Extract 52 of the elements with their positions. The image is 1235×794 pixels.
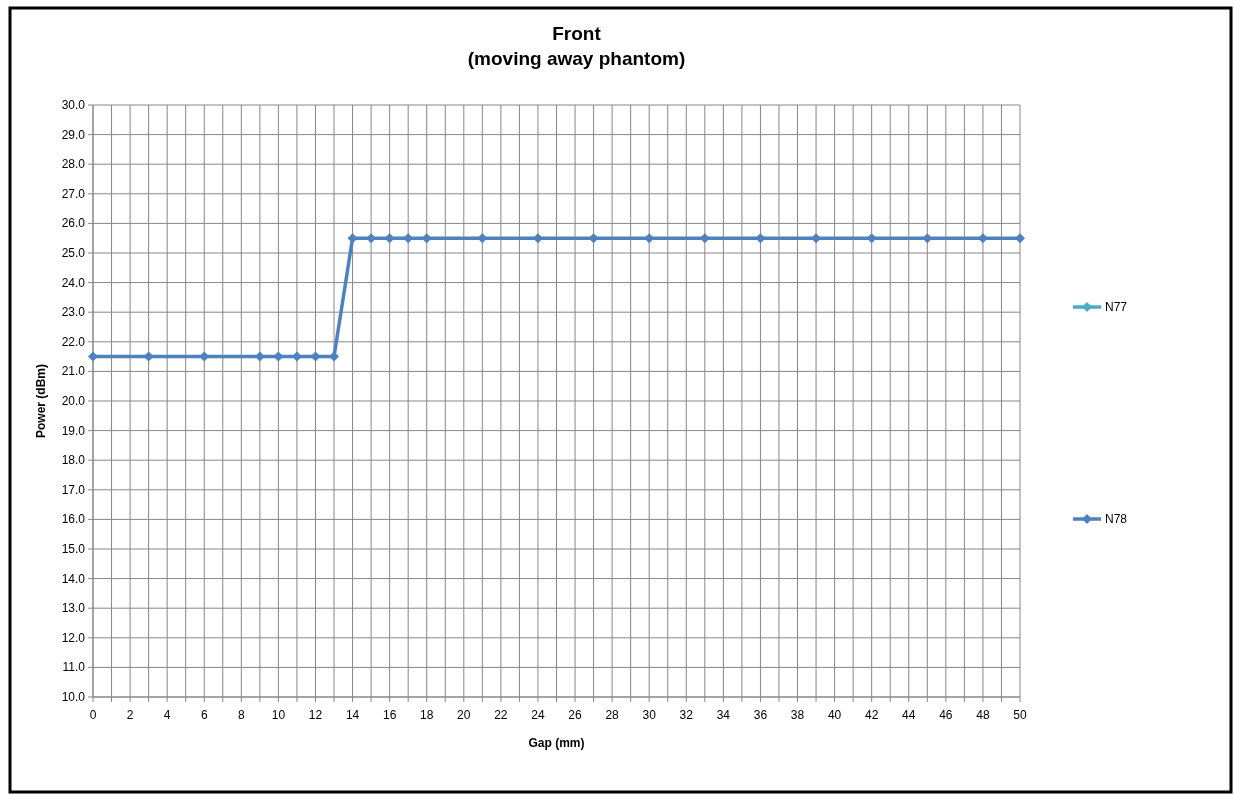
y-tick-label: 14.0 — [61, 571, 86, 586]
x-tick-label: 24 — [531, 708, 545, 722]
y-tick-label: 24.0 — [61, 275, 86, 290]
x-tick-label: 28 — [605, 708, 620, 722]
x-tick-label: 34 — [716, 708, 731, 722]
x-tick-label: 16 — [382, 708, 397, 722]
x-tick-label: 32 — [679, 708, 694, 722]
legend-label: N78 — [1105, 512, 1128, 526]
x-tick-label: 48 — [976, 708, 990, 722]
x-tick-label: 50 — [1013, 708, 1027, 722]
y-tick-label: 19.0 — [61, 423, 86, 438]
y-axis-title: Power (dBm) — [34, 363, 48, 439]
x-tick-label: 0 — [89, 708, 97, 722]
y-tick-label: 23.0 — [61, 305, 86, 320]
chart-title: Front (moving away phantom) — [467, 23, 686, 69]
y-tick-label: 30.0 — [61, 98, 86, 112]
y-tick-label: 29.0 — [61, 127, 86, 142]
y-tick-label: 18.0 — [61, 453, 86, 468]
legend-label: N77 — [1105, 300, 1128, 314]
y-tick-label: 16.0 — [61, 512, 86, 527]
y-tick-label: 13.0 — [61, 601, 86, 616]
y-tick-label: 12.0 — [61, 630, 86, 645]
x-tick-label: 8 — [237, 708, 245, 722]
x-axis-title: Gap (mm) — [528, 736, 585, 750]
x-tick-label: 26 — [568, 708, 583, 722]
x-tick-label: 10 — [271, 708, 286, 722]
x-tick-label: 38 — [790, 708, 805, 722]
x-tick-label: 6 — [200, 708, 208, 722]
x-tick-label: 40 — [827, 708, 842, 722]
y-tick-label: 20.0 — [61, 394, 86, 408]
y-tick-label: 11.0 — [62, 660, 86, 675]
x-tick-label: 18 — [420, 708, 434, 722]
x-tick-label: 30 — [642, 708, 657, 722]
x-tick-label: 2 — [126, 708, 134, 722]
x-tick-label: 12 — [308, 708, 323, 722]
y-tick-label: 27.0 — [61, 186, 86, 201]
x-tick-label: 22 — [494, 708, 508, 722]
y-tick-label: 26.0 — [61, 216, 86, 231]
y-tick-label: 28.0 — [61, 157, 86, 172]
x-tick-label: 46 — [939, 708, 953, 722]
x-tick-label: 20 — [457, 708, 471, 722]
x-tick-label: 14 — [345, 708, 360, 722]
x-tick-label: 36 — [753, 708, 768, 722]
x-tick-label: 4 — [163, 708, 171, 722]
y-tick-label: 10.0 — [61, 690, 86, 704]
y-tick-label: 15.0 — [61, 542, 86, 556]
y-tick-label: 17.0 — [61, 482, 86, 497]
x-tick-label: 42 — [865, 708, 879, 722]
x-tick-label: 44 — [902, 708, 916, 722]
y-tick-label: 21.0 — [61, 364, 86, 379]
y-tick-label: 22.0 — [61, 334, 86, 349]
y-tick-label: 25.0 — [61, 246, 86, 260]
